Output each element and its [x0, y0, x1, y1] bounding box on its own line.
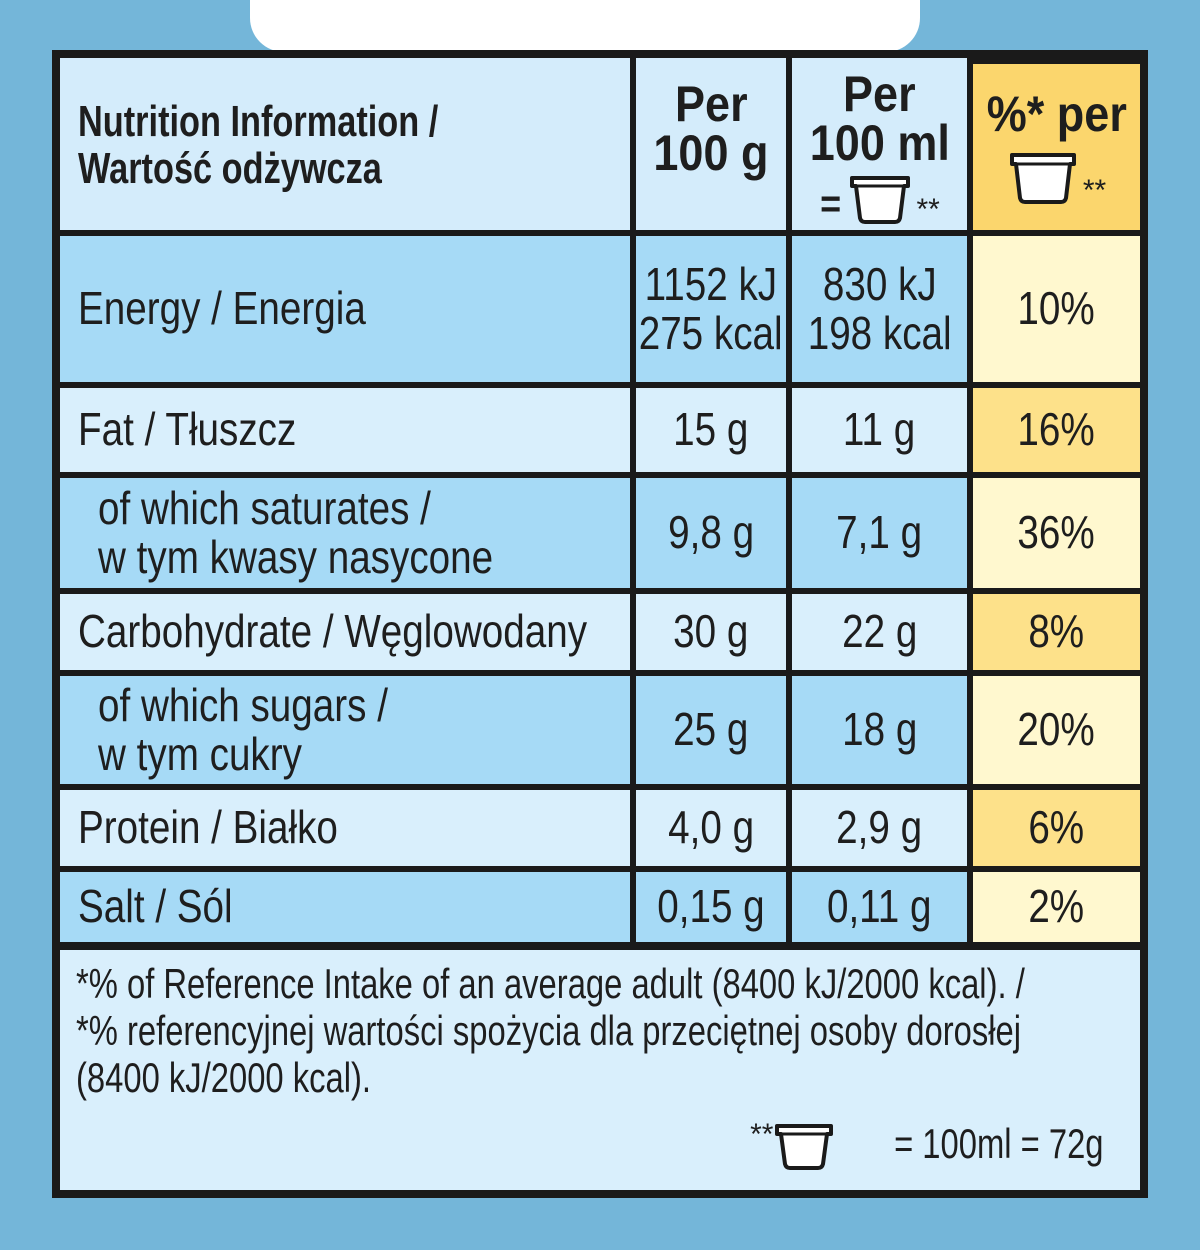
row-protein-per100ml: 2,9 g	[792, 790, 967, 866]
legend-stars: **	[750, 1118, 774, 1151]
footnote: *% of Reference Intake of an average adu…	[60, 950, 1140, 1190]
header-per-100g: Per 100 g	[636, 58, 786, 230]
row-carbohydrate-per100g: 30 g	[636, 594, 786, 670]
header-percent-per-tub: %* per **	[973, 64, 1140, 230]
row-label-energy: Energy / Energia	[60, 236, 630, 382]
tub-icon	[849, 176, 910, 224]
header-title-cell: Nutrition Information / Wartość odżywcza	[60, 58, 630, 230]
header-col2-line2: 100 ml	[809, 115, 950, 171]
row-sugars-per100g: 25 g	[636, 676, 786, 784]
header-col3-line1: %* per	[986, 86, 1127, 142]
row-fat-per100ml: 11 g	[792, 388, 967, 472]
row-carbohydrate-per100ml: 22 g	[792, 594, 967, 670]
tub-icon	[775, 1124, 834, 1170]
row-fat-per100g: 15 g	[636, 388, 786, 472]
top-white-shape	[250, 0, 920, 52]
row-saturates-ri: 36%	[973, 478, 1140, 588]
row-protein-ri: 6%	[973, 790, 1140, 866]
serving-legend: ** = 100ml = 72g	[750, 1118, 1104, 1170]
row-label-salt: Salt / Sól	[60, 872, 630, 942]
row-salt-per100ml: 0,11 g	[792, 872, 967, 942]
header-col2-stars: **	[916, 192, 940, 226]
footnote-line3: (8400 kJ/2000 kcal).	[76, 1054, 372, 1102]
row-label-carbohydrate: Carbohydrate / Węglowodany	[60, 594, 630, 670]
header-col3-stars: **	[1082, 173, 1107, 207]
row-salt-per100g: 0,15 g	[636, 872, 786, 942]
row-label-saturates: of which saturates / w tym kwasy nasycone	[60, 478, 630, 588]
row-saturates-per100ml: 7,1 g	[792, 478, 967, 588]
row-sugars-per100ml: 18 g	[792, 676, 967, 784]
row-energy-ri: 10%	[973, 236, 1140, 382]
row-label-protein: Protein / Białko	[60, 790, 630, 866]
row-label-fat: Fat / Tłuszcz	[60, 388, 630, 472]
footnote-line1: *% of Reference Intake of an average adu…	[76, 960, 1025, 1007]
row-sugars-ri: 20%	[973, 676, 1140, 784]
header-col1-line1: Per	[674, 76, 748, 132]
row-energy-per100g: 1152 kJ 275 kcal	[636, 236, 786, 382]
header-title-line2: Wartość odżywcza	[78, 144, 382, 194]
row-label-sugars: of which sugars / w tym cukry	[60, 676, 630, 784]
header-per-100ml: Per 100 ml = **	[792, 58, 967, 230]
row-fat-ri: 16%	[973, 388, 1140, 472]
footnote-line2: *% referencyjnej wartości spożycia dla p…	[76, 1007, 1022, 1055]
header-col2-eq: =	[820, 181, 842, 226]
header-title-line1: Nutrition Information /	[78, 97, 439, 146]
row-energy-per100ml: 830 kJ 198 kcal	[792, 236, 967, 382]
header-col1-line2: 100 g	[653, 125, 769, 181]
row-carbohydrate-ri: 8%	[973, 594, 1140, 670]
row-salt-ri: 2%	[973, 872, 1140, 942]
tub-icon	[1009, 153, 1076, 204]
row-saturates-per100g: 9,8 g	[636, 478, 786, 588]
header-col2-line1: Per	[843, 66, 916, 122]
legend-text: = 100ml = 72g	[894, 1120, 1104, 1168]
nutrition-table: Nutrition Information / Wartość odżywcza…	[52, 50, 1148, 1198]
row-protein-per100g: 4,0 g	[636, 790, 786, 866]
